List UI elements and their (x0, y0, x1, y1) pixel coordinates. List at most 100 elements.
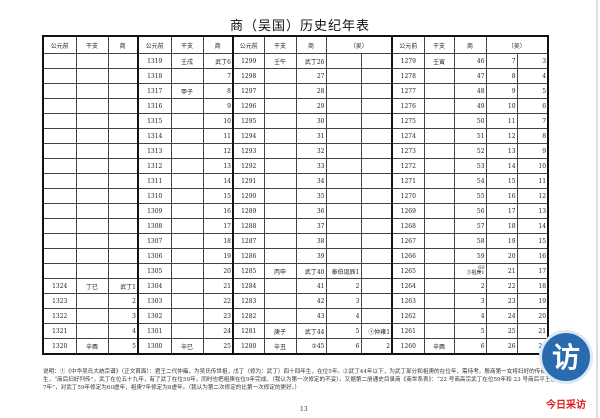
cell-wu-2 (360, 248, 393, 264)
cell-wu-1 (325, 128, 362, 144)
cell-year: 1299 (232, 53, 265, 69)
cell-wu-1: 24 (485, 308, 518, 324)
cell-wu-1 (325, 53, 362, 69)
cell-ganzhi (170, 278, 204, 294)
cell-ganzhi: 壬戌 (170, 53, 204, 69)
cell-ganzhi (263, 113, 297, 129)
cell-ganzhi (75, 293, 109, 309)
cell-ganzhi (263, 173, 297, 189)
cell-wu-1: 7 (485, 53, 518, 69)
cell-wu-1: 4 (325, 308, 362, 324)
cell-ganzhi (423, 113, 455, 129)
cell-shang: 37 (295, 218, 327, 234)
cell-shang (107, 128, 139, 144)
header-shang: 商 (453, 35, 487, 54)
cell-year: 1281 (232, 323, 265, 339)
cell-shang: 30 (295, 113, 327, 129)
cell-wu-1 (325, 248, 362, 264)
cell-wu-2: 16 (516, 248, 549, 264)
cell-shang: 34 (295, 173, 327, 189)
cell-year: 1273 (391, 143, 425, 159)
cell-ganzhi (170, 248, 204, 264)
cell-year: 1278 (391, 68, 425, 84)
cell-year: 1296 (232, 98, 265, 114)
cell-ganzhi (263, 293, 297, 309)
cell-year (42, 68, 77, 84)
cell-ganzhi (263, 188, 297, 204)
cell-year: 1277 (391, 83, 425, 99)
cell-year: 1300 (137, 338, 172, 355)
table-row: 1312 13 1292 33 1272 53 14 10 (42, 158, 549, 174)
table-row: 1317 甲子 8 1297 28 1277 48 9 5 (42, 83, 549, 99)
cell-year: 1269 (391, 203, 425, 219)
cell-wu-2 (360, 263, 393, 279)
cell-ganzhi (423, 233, 455, 249)
cell-shang: 43 (295, 308, 327, 324)
cell-wu-2: 11 (516, 173, 549, 189)
cell-year: 1306 (137, 248, 172, 264)
cell-year: 1282 (232, 308, 265, 324)
cell-wu-1 (325, 158, 362, 174)
cell-year: 1293 (232, 143, 265, 159)
cell-shang: 4 (453, 308, 487, 324)
cell-ganzhi (75, 98, 109, 114)
cell-shang: 武丁1 (107, 278, 139, 294)
cell-year: 1262 (391, 308, 425, 324)
cell-year: 1274 (391, 128, 425, 144)
header-ganzhi: 干支 (170, 35, 204, 54)
cell-year (42, 158, 77, 174)
cell-wu-2 (360, 128, 393, 144)
cell-year: 1320 (42, 338, 77, 355)
cell-year: 1285 (232, 263, 265, 279)
cell-shang: 48 (453, 83, 487, 99)
scan-edge-divider (596, 0, 598, 418)
cell-shang (107, 248, 139, 264)
cell-wu-1: 18 (485, 218, 518, 234)
cell-wu-2 (360, 308, 393, 324)
cell-year: 1291 (232, 173, 265, 189)
cell-ganzhi (75, 158, 109, 174)
cell-wu-2: 3 (516, 53, 549, 69)
cell-shang: 27 (295, 68, 327, 84)
cell-ganzhi (170, 233, 204, 249)
cell-year: 1280 (232, 338, 265, 355)
cell-ganzhi (75, 188, 109, 204)
header-ganzhi: 干支 (75, 35, 109, 54)
cell-wu-2: 14 (516, 218, 549, 234)
cell-shang: 23 (202, 308, 234, 324)
cell-ganzhi (423, 128, 455, 144)
cell-shang: 59 (453, 248, 487, 264)
cell-year: 1265 (391, 263, 425, 279)
cell-ganzhi (263, 98, 297, 114)
table-row: 1319 壬戌 武丁6 1299 壬午 武丁26 1279 壬寅 46 7 3 (42, 53, 549, 69)
cell-ganzhi (423, 203, 455, 219)
cell-shang: 31 (295, 128, 327, 144)
cell-wu-1: 21 (485, 263, 518, 279)
cell-shang: 8 (202, 83, 234, 99)
cell-year: 1305 (137, 263, 172, 279)
cell-shang (107, 53, 139, 69)
cell-shang: 5 (453, 323, 487, 339)
cell-wu-1: 25 (485, 323, 518, 339)
cell-shang (107, 203, 139, 219)
cell-shang: 50 (453, 113, 487, 129)
cell-year: 1261 (391, 323, 425, 339)
cell-shang: 46 (453, 53, 487, 69)
cell-wu-1: 12 (485, 128, 518, 144)
cell-wu-1 (325, 203, 362, 219)
cell-ganzhi (170, 113, 204, 129)
cell-wu-1: 8 (485, 68, 518, 84)
cell-year: 1272 (391, 158, 425, 174)
cell-year: 1289 (232, 203, 265, 219)
cell-wu-1: 23 (485, 293, 518, 309)
cell-wu-1: 2 (325, 278, 362, 294)
cell-shang: 9 (202, 98, 234, 114)
table-row: 1308 17 1288 37 1268 57 18 14 (42, 218, 549, 234)
table-row: 1305 20 1285 丙申 武丁40 泰伯诞辰1 1265 60 ③祖庚1 21 17 (42, 263, 549, 279)
cell-ganzhi: 丁巳 (75, 278, 109, 294)
cell-shang: 52 (453, 143, 487, 159)
cell-ganzhi (170, 173, 204, 189)
cell-ganzhi (423, 248, 455, 264)
cell-shang: 15 (202, 188, 234, 204)
cell-shang: 24 (202, 323, 234, 339)
